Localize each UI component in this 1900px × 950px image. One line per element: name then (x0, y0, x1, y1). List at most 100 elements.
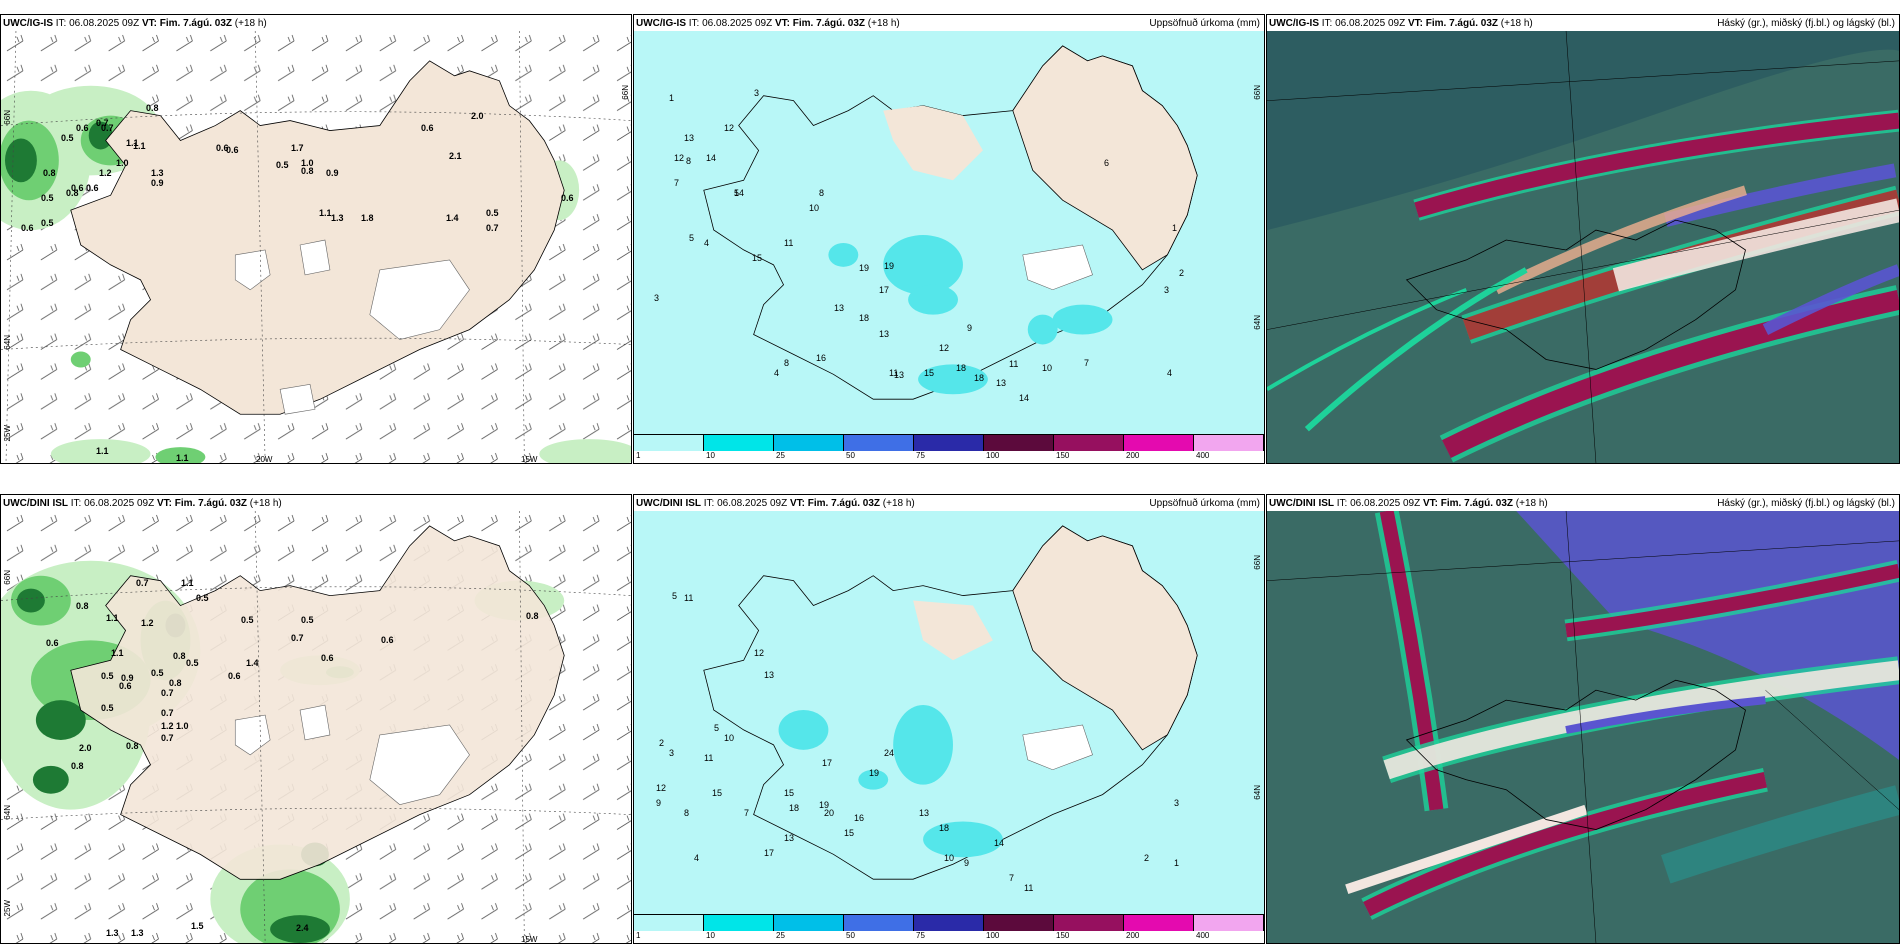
legend-swatch (634, 915, 704, 931)
grid-value-label: 0.7 (161, 733, 174, 743)
grid-value-label: 24 (884, 748, 894, 758)
grid-value-label: 18 (859, 313, 869, 323)
grid-value-label: 1.2 (141, 618, 154, 628)
grid-value-label: 0.6 (119, 681, 132, 691)
grid-value-label: 13 (684, 133, 694, 143)
grid-value-label: 18 (974, 373, 984, 383)
grid-value-label: 0.7 (486, 223, 499, 233)
grid-value-label: 9 (967, 323, 972, 333)
grid-value-label: 1.3 (106, 928, 119, 938)
grid-value-label: 8 (686, 156, 691, 166)
grid-value-label: 12 (754, 648, 764, 658)
grid-value-label: 3 (1164, 285, 1169, 295)
grid-value-label: 15 (924, 368, 934, 378)
grid-value-label: 0.8 (169, 678, 182, 688)
grid-value-label: 10 (1042, 363, 1052, 373)
grid-value-label: 16 (854, 813, 864, 823)
grid-value-label: 1.1 (133, 141, 146, 151)
legend-label: 200 (1126, 451, 1140, 460)
grid-value-label: 0.6 (76, 123, 89, 133)
precip-values-layer: 0.80.70.60.51.1 0.60.81.00.90.61.20.51.30… (21, 103, 574, 463)
grid-value-label: 0.8 (173, 651, 186, 661)
legend-swatch (1054, 435, 1124, 451)
grid-value-label: 4 (1167, 368, 1172, 378)
wind-map-panel-top: UWC/IG-IS IT: 06.08.2025 09Z VT: Fim. 7.… (0, 14, 632, 464)
grid-value-label: 15 (752, 253, 762, 263)
grid-value-label: 11 (704, 753, 713, 763)
legend-label: 1 (636, 451, 641, 460)
grid-value-label: 13 (834, 303, 844, 313)
grid-value-label: 0.5 (241, 615, 254, 625)
grid-value-label: 17 (764, 848, 774, 858)
grid-value-label: 19 (884, 261, 894, 271)
wind-map-panel-bottom: UWC/DINI ISL IT: 06.08.2025 09Z VT: Fim.… (0, 494, 632, 944)
grid-value-label: 7 (674, 178, 679, 188)
precip-map (634, 511, 1264, 915)
grid-value-label: 1.7 (291, 143, 304, 153)
legend-label: 100 (986, 931, 1000, 940)
grid-value-label: 8 (784, 358, 789, 368)
legend-label: 75 (916, 451, 925, 460)
grid-value-label: 0.8 (301, 166, 314, 176)
grid-value-label: 1.3 (131, 928, 144, 938)
grid-value-label: 0.6 (46, 638, 59, 648)
grid-value-label: 20 (824, 808, 834, 818)
precip-color-legend (634, 914, 1264, 931)
grid-value-label: 17 (879, 285, 889, 295)
grid-value-label: 0.5 (186, 658, 199, 668)
lon-label-25w: 25W (3, 900, 12, 917)
lon-label-15w: 15W (521, 935, 538, 944)
grid-value-label: 0.6 (561, 193, 574, 203)
legend-swatch (1054, 915, 1124, 931)
precip-color-legend (634, 434, 1264, 451)
grid-value-label: 3 (754, 88, 759, 98)
panel-title: UWC/DINI ISL IT: 06.08.2025 09Z VT: Fim.… (1269, 498, 1895, 509)
grid-value-label: 11 (684, 593, 693, 603)
legend-swatch (844, 915, 914, 931)
grid-value-label: 13 (996, 378, 1006, 388)
grid-value-label: 12 (674, 153, 684, 163)
grid-value-label: 2 (659, 738, 664, 748)
lon-label-20w: 20W (256, 455, 273, 464)
grid-value-label: 0.6 (226, 145, 239, 155)
legend-swatch (914, 435, 984, 451)
panel-subtitle: Háský (gr.), miðský (fj.bl.) og lágský (… (1717, 18, 1895, 29)
lat-label-64n-right: 64N (1253, 315, 1262, 330)
legend-label: 400 (1196, 931, 1210, 940)
grid-value-label: 14 (706, 153, 716, 163)
grid-value-label: 1.0 (116, 158, 129, 168)
grid-value-label: 1.1 (111, 648, 124, 658)
grid-value-label: 13 (879, 329, 889, 339)
legend-label: 75 (916, 931, 925, 940)
grid-value-label: 4 (774, 368, 779, 378)
grid-value-label: 3 (669, 748, 674, 758)
grid-value-label: 2.1 (449, 151, 462, 161)
grid-value-label: 12 (724, 123, 734, 133)
grid-value-label: 0.5 (301, 615, 314, 625)
legend-label: 150 (1056, 451, 1070, 460)
grid-value-label: 1 (669, 93, 674, 103)
legend-label: 150 (1056, 931, 1070, 940)
grid-value-label: 14 (994, 838, 1004, 848)
legend-swatch (1194, 435, 1264, 451)
grid-value-label: 2 (1179, 268, 1184, 278)
grid-value-label: 0.8 (126, 741, 139, 751)
grid-value-label: 0.7 (161, 688, 174, 698)
grid-value-label: 0.8 (71, 761, 84, 771)
grid-value-label: 9 (964, 858, 969, 868)
grid-value-label: 18 (789, 803, 799, 813)
grid-value-label: 5 (734, 188, 739, 198)
legend-swatch (1124, 435, 1194, 451)
panel-subtitle: Uppsöfnuð úrkoma (mm) (1149, 498, 1260, 509)
grid-value-label: 19 (859, 263, 869, 273)
lat-label-66n-right: 66N (1253, 85, 1262, 100)
panel-subtitle: Uppsöfnuð úrkoma (mm) (1149, 18, 1260, 29)
precip-legend-labels: 1 10 25 50 75 100 150 200 400 (634, 451, 1264, 463)
legend-label: 1 (636, 931, 641, 940)
cloud-map-panel-bottom: UWC/DINI ISL IT: 06.08.2025 09Z VT: Fim.… (1266, 494, 1900, 944)
grid-value-label: 15 (844, 828, 854, 838)
grid-value-label: 1.1 (96, 446, 109, 456)
legend-swatch (704, 915, 774, 931)
